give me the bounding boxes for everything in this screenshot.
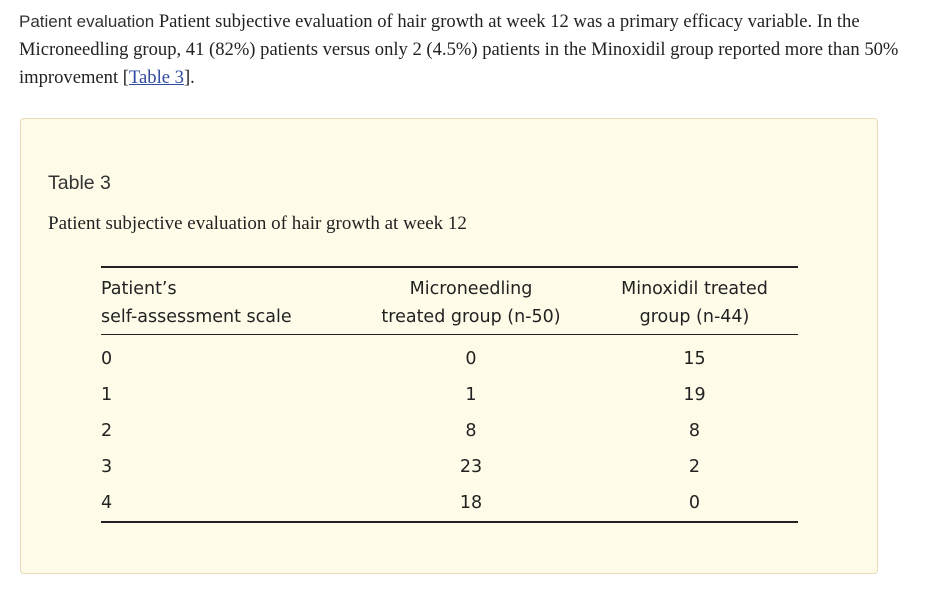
intro-tail: ]. [183, 67, 195, 88]
cell-scale: 2 [101, 421, 113, 441]
cell-scale: 4 [101, 493, 113, 513]
cell-scale: 3 [101, 457, 113, 477]
cell-micro: 8 [465, 421, 477, 441]
results-table: Patient’s self-assessment scale Microneed… [101, 266, 798, 523]
header-minoxidil: Minoxidil treated group (n-44) [591, 267, 798, 335]
cell-minox: 8 [688, 421, 701, 441]
cell-scale: 0 [101, 349, 113, 369]
header-scale: Patient’s self-assessment scale [101, 267, 351, 335]
table-row: 3 23 2 [101, 449, 798, 485]
header-scale-line1: Patient’s [101, 279, 177, 299]
cell-micro: 18 [459, 493, 483, 513]
table-box [20, 118, 878, 574]
intro-text: Patient subjective evaluation of hair gr… [19, 11, 899, 88]
table-row: 1 1 19 [101, 377, 798, 413]
cell-micro: 23 [459, 457, 483, 477]
cell-minox: 19 [683, 385, 706, 405]
header-minox-line1: Minoxidil treated [621, 279, 768, 299]
table-caption: Patient subjective evaluation of hair gr… [48, 213, 467, 234]
header-scale-line2: self-assessment scale [101, 307, 292, 327]
intro-paragraph: Patient evaluation Patient subjective ev… [19, 8, 899, 92]
table-3-link[interactable]: Table 3 [128, 67, 184, 88]
table-row: 4 18 0 [101, 485, 798, 522]
cell-scale: 1 [101, 385, 113, 405]
cell-minox: 0 [688, 493, 701, 513]
table-label: Table 3 [48, 172, 111, 194]
header-microneedling: Microneedling treated group (n-50) [351, 267, 591, 335]
cell-minox: 2 [688, 457, 701, 477]
header-micro-line2: treated group (n-50) [381, 307, 561, 327]
cell-minox: 15 [683, 349, 706, 369]
table-header-row: Patient’s self-assessment scale Microneed… [101, 267, 798, 335]
table-row: 0 0 15 [101, 335, 798, 378]
header-minox-line2: group (n-44) [639, 307, 750, 327]
cell-micro: 0 [465, 349, 477, 369]
header-micro-line1: Microneedling [409, 279, 533, 299]
cell-micro: 1 [465, 385, 477, 405]
section-heading: Patient evaluation [19, 12, 155, 31]
table-row: 2 8 8 [101, 413, 798, 449]
